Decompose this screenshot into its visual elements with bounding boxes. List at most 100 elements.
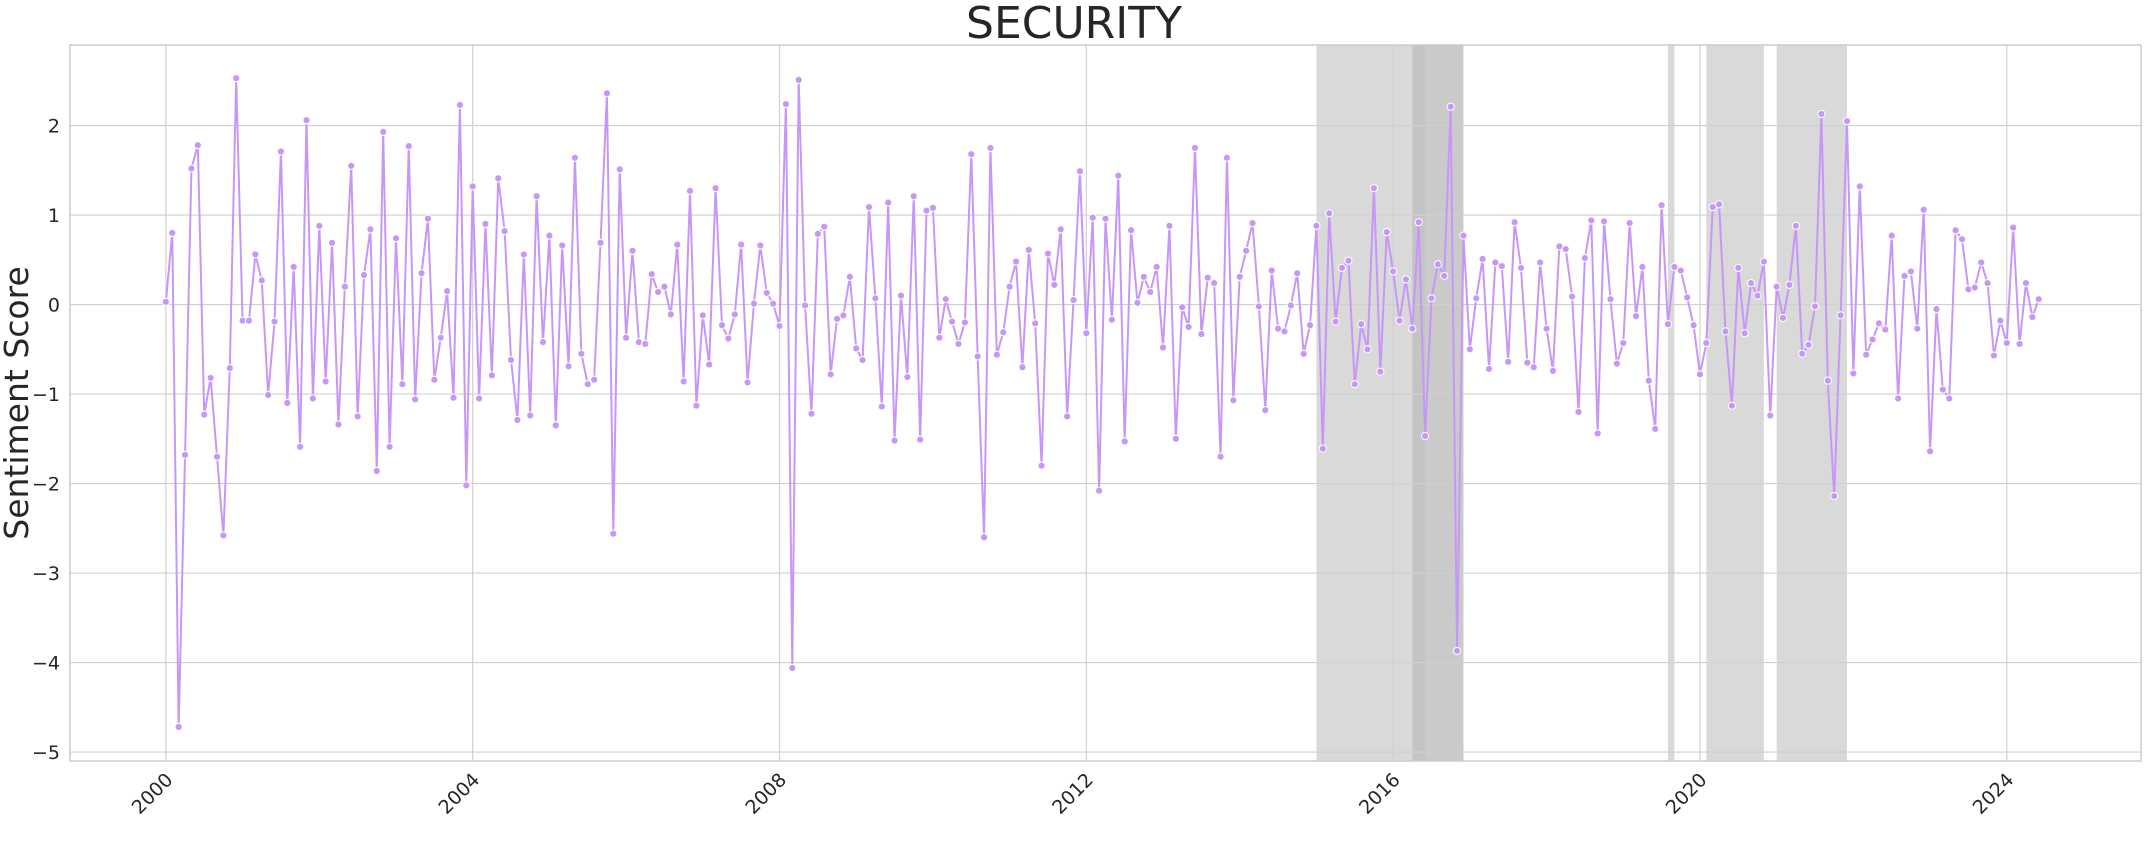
data-point (1005, 282, 1014, 291)
data-point (979, 533, 989, 542)
data-point (749, 299, 759, 308)
data-point (302, 116, 311, 125)
data-point (1510, 218, 1519, 227)
data-point (1146, 287, 1155, 297)
data-point (1337, 263, 1347, 272)
data-point (455, 100, 465, 110)
data-point (1331, 317, 1340, 326)
data-point (1242, 246, 1251, 255)
data-point (679, 377, 688, 386)
data-point (909, 192, 918, 201)
data-point (1676, 266, 1685, 275)
data-point (769, 299, 778, 308)
data-point (1721, 327, 1730, 336)
data-point (264, 390, 273, 400)
data-point (1830, 491, 1839, 501)
data-point (999, 328, 1008, 337)
data-point (730, 310, 739, 319)
data-point (820, 222, 829, 231)
data-point (334, 420, 343, 429)
data-point (1484, 364, 1494, 374)
chart-title: SECURITY (966, 0, 1182, 49)
data-point (1849, 369, 1858, 378)
data-point (602, 89, 612, 98)
data-point (1689, 321, 1698, 330)
data-point (1625, 219, 1634, 228)
series-layer (161, 74, 2043, 732)
data-point (647, 270, 656, 279)
data-point (1868, 335, 1877, 344)
data-point (270, 317, 279, 326)
data-point (212, 452, 222, 461)
data-point (462, 481, 471, 490)
data-point (673, 240, 682, 249)
data-point (423, 214, 433, 223)
data-point (596, 238, 605, 247)
data-point (1497, 261, 1506, 271)
data-point (1465, 345, 1474, 354)
x-tick-label: 2004 (434, 769, 484, 819)
data-point (474, 394, 484, 403)
data-point (583, 380, 592, 389)
data-point (1523, 358, 1532, 367)
data-point (1938, 385, 1947, 394)
data-point (1107, 315, 1116, 324)
data-point (800, 301, 810, 310)
data-point (1951, 226, 1960, 235)
data-point (1299, 349, 1308, 358)
data-point (1817, 109, 1826, 119)
data-point (1018, 363, 1027, 372)
data-point (960, 318, 969, 327)
data-point (1254, 302, 1264, 311)
data-point (411, 395, 420, 404)
data-point (1542, 324, 1551, 333)
data-point (890, 436, 899, 445)
data-point (308, 394, 317, 403)
data-point (1631, 312, 1641, 321)
data-point (2015, 339, 2024, 349)
data-point (1050, 280, 1059, 289)
data-point (1791, 221, 1800, 230)
data-point (941, 295, 950, 304)
data-point (1056, 225, 1065, 234)
data-point (928, 203, 938, 212)
data-point (743, 378, 752, 387)
data-point (653, 287, 663, 297)
y-tick-label: 0 (48, 295, 60, 317)
series-line-0 (164, 78, 2040, 728)
data-point (1734, 263, 1743, 272)
data-point (1440, 271, 1449, 281)
data-point (1350, 380, 1359, 389)
data-point (1504, 357, 1513, 366)
data-point (1267, 266, 1276, 275)
data-point (807, 409, 816, 418)
data-point (347, 161, 356, 170)
data-point (1344, 256, 1353, 265)
data-point (609, 529, 618, 538)
data-point (1836, 311, 1845, 320)
data-point (251, 250, 260, 259)
data-point (564, 362, 573, 371)
data-point (1798, 349, 1807, 358)
data-point (1644, 376, 1653, 385)
data-point (1919, 205, 1928, 214)
data-point (1376, 367, 1385, 376)
data-point (1203, 273, 1212, 282)
data-point (283, 398, 292, 408)
data-point (903, 372, 912, 382)
data-point (570, 153, 580, 162)
x-tick-label: 2020 (1662, 769, 1712, 819)
data-point (1197, 329, 1206, 339)
data-point (826, 370, 835, 379)
data-point (1037, 461, 1046, 470)
y-tick-label: −2 (32, 474, 60, 496)
data-point (494, 174, 503, 183)
data-point (973, 352, 982, 361)
data-point (622, 333, 631, 342)
data-point (174, 722, 183, 732)
data-point (1977, 258, 1986, 267)
data-point (1043, 249, 1053, 258)
data-point (762, 288, 771, 298)
data-point (1945, 394, 1954, 403)
data-point (276, 147, 286, 156)
